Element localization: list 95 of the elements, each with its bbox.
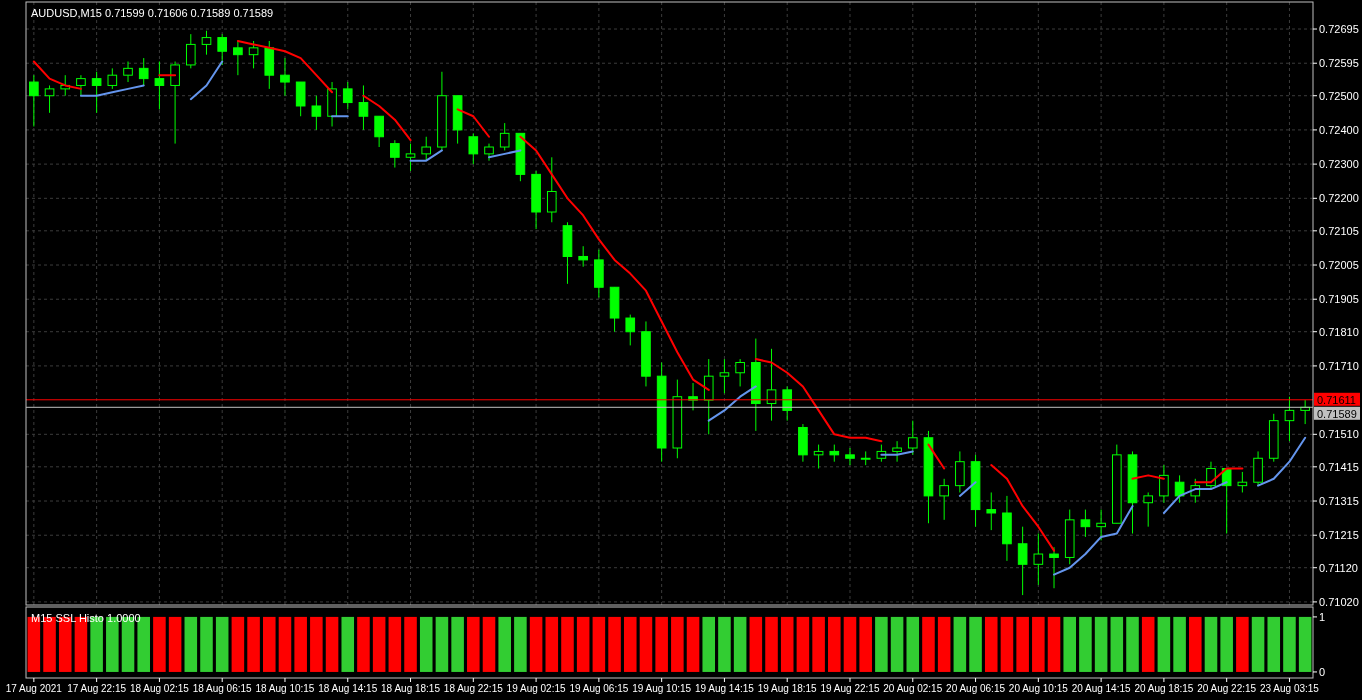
x-tick-label: 20 Aug 06:15 (946, 683, 1006, 694)
y-tick-label: 0.72500 (1319, 89, 1359, 102)
candlestick (907, 420, 918, 456)
candlestick (374, 115, 384, 148)
y-tick-label: 0.72005 (1319, 259, 1359, 272)
candlestick (625, 314, 636, 346)
candlestick (813, 444, 824, 470)
candlestick (766, 348, 777, 422)
candlestick (138, 57, 149, 86)
candlestick (44, 84, 55, 114)
x-tick-label: 18 Aug 22:15 (443, 683, 504, 694)
y-tick-label: 0.71510 (1319, 428, 1359, 441)
x-tick-label: 20 Aug 10:15 (1008, 683, 1069, 694)
candlestick (546, 156, 557, 223)
candlestick (76, 74, 86, 97)
candlestick (1049, 546, 1059, 589)
x-tick-label: 20 Aug 22:15 (1197, 683, 1257, 694)
y-tick-label: 0.72695 (1319, 23, 1359, 36)
candlestick (233, 40, 243, 76)
x-tick-label: 18 Aug 06:15 (192, 683, 253, 694)
candlestick (1159, 464, 1169, 504)
candlestick (123, 61, 133, 83)
x-tick-label: 18 Aug 02:15 (129, 683, 190, 694)
x-tick-label: 20 Aug 18:15 (1134, 683, 1194, 694)
candlestick (1080, 509, 1091, 538)
candlestick (170, 61, 180, 145)
candlestick (1206, 461, 1216, 490)
y-tick-label: 1 (1319, 610, 1326, 623)
candlestick (201, 30, 212, 56)
candlestick (280, 57, 290, 97)
y-tick-label: 0 (1319, 665, 1326, 678)
x-tick-label: 17 Aug 2021 (5, 683, 63, 694)
x-tick-label: 17 Aug 22:15 (67, 683, 127, 694)
candlestick (217, 33, 228, 66)
ref-line-label: 0.71611 (1317, 393, 1356, 406)
candlestick (248, 40, 259, 69)
y-tick-label: 0.72200 (1319, 192, 1359, 205)
y-tick-label: 0.71810 (1319, 325, 1359, 338)
y-tick-label: 0.71415 (1319, 460, 1359, 473)
candlestick (107, 67, 118, 90)
candlestick (154, 61, 165, 110)
y-tick-label: 0.72400 (1319, 123, 1359, 136)
candlestick (782, 385, 793, 422)
y-tick-label: 0.71020 (1319, 595, 1359, 608)
y-tick-label: 0.71710 (1319, 359, 1359, 372)
x-tick-label: 19 Aug 10:15 (632, 683, 692, 694)
candlestick (358, 84, 369, 131)
y-tick-label: 0.72300 (1319, 158, 1359, 171)
candlestick (295, 81, 306, 117)
y-tick-label: 0.72595 (1319, 57, 1359, 70)
y-tick-label: 0.72105 (1319, 224, 1359, 237)
candlestick (578, 245, 588, 268)
x-tick-label: 20 Aug 14:15 (1071, 683, 1132, 694)
x-tick-label: 19 Aug 14:15 (694, 683, 755, 694)
candlestick (1017, 526, 1028, 596)
x-tick-label: 18 Aug 18:15 (381, 683, 441, 694)
y-tick-label: 0.71905 (1319, 293, 1359, 306)
x-tick-label: 19 Aug 18:15 (757, 683, 818, 694)
candlestick (1143, 491, 1154, 528)
ref-line-label: 0.71589 (1317, 407, 1357, 420)
candlestick (986, 491, 997, 531)
candlestick (955, 450, 965, 493)
candlestick (185, 33, 196, 69)
candlestick (91, 71, 102, 114)
candlestick (845, 447, 855, 466)
candlestick (29, 74, 39, 127)
candlestick (939, 478, 949, 521)
text: AUDUSD,M15 0.71599 0.71606 0.71589 0.71589 (31, 7, 274, 19)
candlestick (1174, 474, 1185, 504)
candlestick (703, 358, 714, 435)
candlestick (1284, 396, 1295, 442)
x-tick-label: 19 Aug 06:15 (569, 683, 629, 694)
x-tick-label: 18 Aug 10:15 (255, 683, 315, 694)
candlestick (1237, 471, 1248, 493)
candlestick (892, 440, 902, 463)
candlestick (405, 143, 416, 172)
x-tick-label: 23 Aug 03:15 (1259, 683, 1320, 694)
candlestick (1096, 509, 1106, 541)
candlestick (421, 136, 432, 162)
y-tick-label: 0.71120 (1319, 561, 1358, 574)
candlestick (1033, 533, 1044, 586)
x-tick-label: 20 Aug 02:15 (883, 683, 943, 694)
candlestick (468, 132, 479, 165)
x-tick-label: 19 Aug 02:15 (506, 683, 566, 694)
y-tick-label: 0.71215 (1319, 529, 1359, 542)
x-tick-label: 19 Aug 22:15 (820, 683, 880, 694)
candlestick (735, 358, 745, 387)
y-tick-label: 0.71315 (1319, 495, 1359, 508)
candlestick (719, 358, 730, 394)
candlestick (499, 122, 510, 151)
candlestick (390, 139, 400, 169)
x-tick-label: 18 Aug 14:15 (318, 683, 378, 694)
candlestick (342, 81, 353, 110)
candlestick (1253, 450, 1263, 487)
candlestick (311, 95, 322, 131)
